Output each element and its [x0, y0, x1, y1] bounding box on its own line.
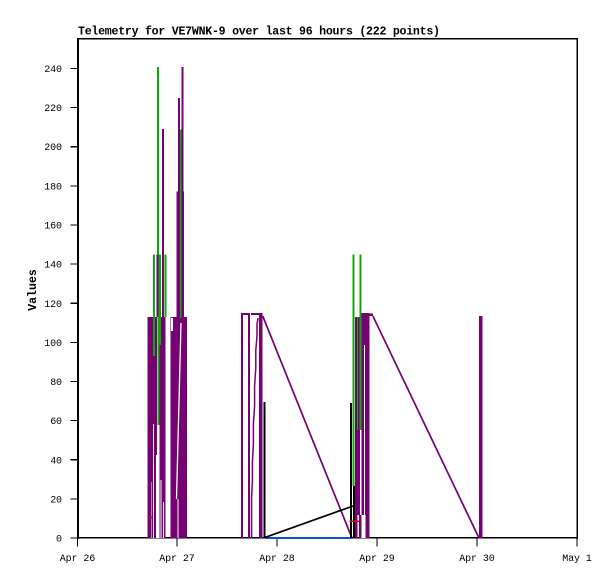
svg-text:Apr 30: Apr 30 — [459, 554, 495, 565]
svg-text:Apr 28: Apr 28 — [259, 554, 295, 565]
svg-text:120: 120 — [44, 300, 62, 311]
svg-text:May 1: May 1 — [562, 554, 592, 565]
svg-text:20: 20 — [50, 495, 62, 506]
svg-text:240: 240 — [44, 65, 62, 76]
svg-text:80: 80 — [50, 378, 62, 389]
svg-text:180: 180 — [44, 182, 62, 193]
svg-text:Values: Values — [27, 269, 40, 311]
svg-text:40: 40 — [50, 456, 62, 467]
svg-text:Apr 26: Apr 26 — [60, 554, 96, 565]
svg-text:140: 140 — [44, 261, 62, 272]
svg-text:100: 100 — [44, 339, 62, 350]
svg-text:Telemetry for VE7WNK-9 over la: Telemetry for VE7WNK-9 over last 96 hour… — [78, 26, 440, 39]
svg-text:Apr 29: Apr 29 — [359, 554, 395, 565]
svg-text:220: 220 — [44, 104, 62, 115]
svg-text:0: 0 — [56, 535, 62, 546]
svg-text:200: 200 — [44, 143, 62, 154]
svg-text:Apr 27: Apr 27 — [159, 554, 195, 565]
svg-text:60: 60 — [50, 417, 62, 428]
svg-text:160: 160 — [44, 222, 62, 233]
